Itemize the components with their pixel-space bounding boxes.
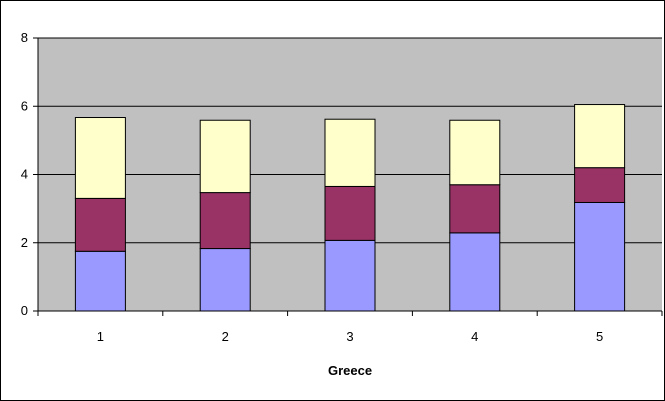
- x-tick-labels: 1 2 3 4 5: [97, 329, 603, 344]
- y-tick-label-2: 2: [21, 235, 28, 250]
- x-axis-title: Greece: [328, 363, 372, 378]
- y-tick-labels: 0 2 4 6 8: [21, 30, 28, 318]
- bar-segment-1-cat-5: [574, 201, 626, 312]
- x-tick-label-2: 2: [222, 329, 229, 344]
- bar-segment-2-cat-1: [74, 197, 126, 252]
- bar-segment-3-cat-3: [324, 118, 376, 187]
- x-tick-label-1: 1: [97, 329, 104, 344]
- bar-segment-2-cat-3: [324, 185, 376, 241]
- bar-segment-2-cat-2: [199, 192, 251, 250]
- bar-segment-3-cat-5: [574, 104, 626, 169]
- bar-segment-3-cat-2: [199, 119, 251, 194]
- bars: [74, 104, 626, 312]
- y-tick-label-6: 6: [21, 98, 28, 113]
- y-tick-label-0: 0: [21, 303, 28, 318]
- bar-segment-2-cat-5: [574, 167, 626, 203]
- x-tick-label-3: 3: [346, 329, 353, 344]
- x-tick-label-5: 5: [596, 329, 603, 344]
- bar-segment-3-cat-4: [449, 119, 501, 186]
- bar-segment-1-cat-1: [74, 250, 126, 312]
- y-tick-label-4: 4: [21, 167, 28, 182]
- bar-segment-2-cat-4: [449, 184, 501, 234]
- axes: [33, 37, 663, 316]
- bar-segment-1-cat-3: [324, 239, 376, 312]
- x-tick-label-4: 4: [471, 329, 478, 344]
- bar-segment-1-cat-4: [449, 232, 501, 312]
- y-tick-label-8: 8: [21, 30, 28, 45]
- bar-segment-1-cat-2: [199, 248, 251, 312]
- bar-segment-3-cat-1: [74, 117, 126, 199]
